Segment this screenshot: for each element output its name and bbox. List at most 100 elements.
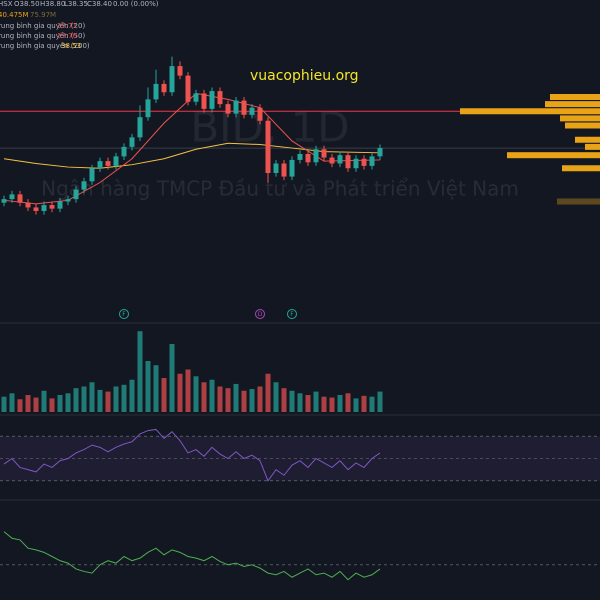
candle-body (297, 154, 303, 160)
candle-body (9, 194, 15, 200)
volume-bar (57, 395, 63, 412)
volume-bar (329, 397, 335, 412)
candle-body (57, 201, 63, 209)
candle-body (113, 156, 119, 166)
candle-body (169, 66, 175, 93)
volume-bar (137, 331, 143, 412)
candle-body (65, 199, 71, 202)
volume-bar (313, 391, 319, 412)
event-marker (119, 309, 129, 319)
volume-bar (113, 386, 119, 412)
volume-bar (225, 388, 231, 412)
volume-bar (337, 395, 343, 412)
volume-bar (41, 390, 47, 412)
candle-body (313, 149, 319, 163)
volume-bar (161, 378, 167, 412)
event-marker (287, 309, 297, 319)
volume-bar (321, 396, 327, 412)
candle-body (201, 93, 207, 109)
candle-body (81, 181, 87, 190)
candle-body (377, 148, 383, 157)
candle-body (249, 107, 255, 115)
volume-profile-bar (460, 108, 600, 115)
moving-average (3, 92, 381, 205)
ma-value: 37.76 (57, 32, 78, 40)
legend: HSX O38.50 H38.80 L38.35 C38.40 0.00 (0.… (0, 0, 159, 19)
volume-profile-bar (562, 165, 600, 172)
ma-legend: rung bình gia quyền (20) (0, 22, 85, 30)
volume-bar (297, 393, 303, 412)
volume-bar (105, 391, 111, 412)
volume-bar (305, 395, 311, 412)
candle-body (153, 83, 159, 100)
candle-body (41, 205, 47, 211)
candle-body (105, 161, 111, 166)
volume-bar (25, 395, 31, 412)
volume-bar (249, 389, 255, 412)
volume-profile-bar (565, 122, 600, 129)
candle-body (129, 137, 135, 147)
candle-body (97, 161, 103, 169)
high: H38.80 (40, 0, 65, 8)
ma-value: 37.71 (57, 22, 77, 30)
candle-body (217, 91, 223, 105)
volume-bar (73, 388, 79, 412)
candle-body (25, 202, 31, 208)
volume-bar (201, 382, 207, 412)
volume-bar (217, 386, 223, 412)
candle-body (209, 91, 215, 109)
volume-bar (145, 361, 151, 412)
volume: 40.475M (0, 11, 29, 19)
volume-bar (177, 373, 183, 412)
volume-bar (33, 397, 39, 412)
candle-body (49, 205, 55, 209)
volume-bar (265, 373, 271, 412)
candle-body (137, 117, 143, 138)
candle-body (193, 93, 199, 102)
volume-profile-bar (585, 143, 600, 150)
volume-profile-bar (557, 198, 600, 205)
ma-legend: rung bình gia quyền (50) (0, 32, 85, 40)
candle-body (369, 156, 375, 166)
volume-profile-bar (545, 101, 600, 108)
open: O38.50 (14, 0, 40, 8)
volume-bar (97, 389, 103, 412)
site-label: vuacophieu.org (250, 68, 359, 84)
candle-body (353, 158, 359, 169)
volume-bar (289, 390, 295, 412)
event-label: F (122, 311, 126, 318)
candle-body (185, 75, 191, 102)
candle-body (265, 120, 271, 173)
candle-body (289, 159, 295, 177)
volume-bar (185, 369, 191, 412)
candle-body (17, 194, 23, 203)
volume-bar (233, 383, 239, 412)
volume-bar (353, 398, 359, 412)
candle-body (1, 199, 7, 203)
candle-body (345, 155, 351, 169)
ma-value: 38.53 (61, 42, 81, 50)
volume-bar (169, 344, 175, 412)
candle-body (73, 189, 79, 200)
volume-bar (65, 393, 71, 412)
volume-bar (81, 386, 87, 412)
volume-bar (17, 399, 23, 412)
volume-profile-bar (560, 115, 600, 122)
candle-body (177, 66, 183, 76)
candle-body (33, 207, 39, 211)
candle-body (361, 158, 367, 166)
ma-legend: rung bình gia quyền (200) (0, 42, 90, 50)
volume-bar (273, 382, 279, 412)
volume-bar (377, 391, 383, 412)
volume-bar (49, 398, 55, 412)
volume-profile-bar (550, 94, 600, 100)
volume-bar (193, 376, 199, 412)
volume-bar (257, 386, 263, 412)
volume-ma: 75.97M (30, 11, 56, 19)
volume-bar (241, 390, 247, 412)
candle-body (257, 107, 263, 121)
change: 0.00 (0.00%) (113, 0, 159, 8)
volume-bar (121, 384, 127, 412)
candle-body (305, 154, 311, 163)
